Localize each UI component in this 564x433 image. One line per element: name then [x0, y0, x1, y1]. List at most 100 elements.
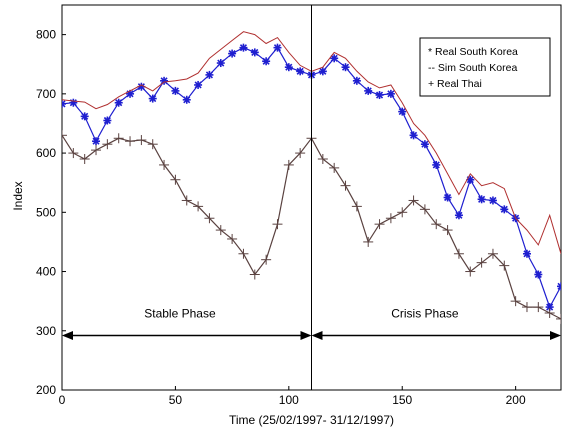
- x-tick-label: 50: [169, 393, 183, 407]
- data-point-real-south-korea: [171, 86, 180, 95]
- data-point-real-thai: [62, 130, 67, 141]
- data-point-real-south-korea: [398, 107, 407, 116]
- data-point-real-south-korea: [296, 67, 305, 76]
- x-tick-label: 0: [59, 393, 66, 407]
- y-tick-label: 300: [36, 324, 56, 338]
- y-axis-label: Index: [11, 181, 25, 210]
- data-point-real-south-korea: [318, 67, 327, 76]
- data-point-real-thai: [204, 213, 215, 224]
- data-point-real-thai: [340, 180, 351, 191]
- data-point-real-south-korea: [341, 63, 350, 72]
- data-point-real-thai: [521, 302, 532, 313]
- data-point-real-thai: [487, 248, 498, 259]
- data-point-real-thai: [227, 233, 238, 244]
- data-point-real-south-korea: [92, 137, 101, 146]
- data-point-real-thai: [136, 135, 147, 146]
- data-point-real-thai: [363, 236, 374, 247]
- data-point-real-south-korea: [534, 270, 543, 279]
- data-point-real-thai: [442, 225, 453, 236]
- x-axis-label: Time (25/02/1997- 31/12/1997): [229, 413, 394, 427]
- annotation-layer: Stable Phase Crisis Phase: [62, 5, 561, 390]
- legend: * Real South Korea -- Sim South Korea + …: [419, 37, 551, 97]
- data-point-real-south-korea: [262, 57, 271, 66]
- y-tick-label: 200: [36, 383, 56, 397]
- data-point-real-thai: [261, 254, 272, 265]
- data-point-real-thai: [159, 159, 170, 170]
- data-point-real-thai: [125, 136, 136, 147]
- data-point-real-south-korea: [420, 140, 429, 149]
- phase-arrow-stable: [62, 331, 312, 341]
- data-point-real-thai: [68, 148, 79, 159]
- data-point-real-thai: [317, 154, 328, 164]
- phase-arrow-crisis: [311, 331, 561, 341]
- data-point-real-south-korea: [454, 211, 463, 220]
- data-point-real-south-korea: [284, 63, 293, 72]
- data-point-real-thai: [465, 266, 476, 277]
- crisis-phase-label: Crisis Phase: [391, 307, 459, 321]
- data-point-real-thai: [419, 204, 430, 215]
- data-point-real-south-korea: [386, 89, 395, 98]
- data-point-real-south-korea: [194, 80, 203, 89]
- data-point-real-south-korea: [80, 112, 89, 121]
- data-point-real-south-korea: [488, 196, 497, 205]
- legend-box: [419, 37, 551, 97]
- axis-ticks: 0 50 100 150 200 200 300 400 500 600 700 800: [36, 28, 526, 407]
- data-point-real-south-korea: [239, 43, 248, 52]
- data-point-real-thai: [453, 248, 464, 259]
- data-point-real-thai: [79, 154, 90, 164]
- x-tick-label: 150: [392, 393, 412, 407]
- x-tick-label: 100: [279, 393, 299, 407]
- data-point-real-thai: [329, 162, 340, 173]
- y-tick-label: 600: [36, 146, 56, 160]
- data-point-real-south-korea: [330, 54, 339, 63]
- data-point-real-thai: [295, 148, 306, 159]
- data-point-real-thai: [351, 201, 362, 212]
- data-point-real-thai: [385, 213, 396, 224]
- data-point-real-south-korea: [557, 282, 561, 291]
- data-point-real-thai: [499, 260, 510, 271]
- legend-entry-real-thai: + Real Thai: [428, 78, 482, 90]
- data-point-real-south-korea: [160, 76, 169, 85]
- data-point-real-thai: [374, 219, 385, 230]
- data-point-real-south-korea: [466, 175, 475, 184]
- data-point-real-thai: [147, 139, 158, 150]
- data-point-real-thai: [544, 308, 555, 318]
- data-point-real-south-korea: [250, 48, 259, 57]
- data-point-real-thai: [215, 225, 226, 236]
- stable-phase-label: Stable Phase: [144, 307, 216, 321]
- data-point-real-south-korea: [205, 70, 214, 79]
- data-point-real-south-korea: [500, 205, 509, 214]
- data-point-real-thai: [170, 174, 181, 185]
- data-point-real-south-korea: [375, 91, 384, 100]
- data-point-real-thai: [238, 248, 249, 259]
- data-point-real-thai: [91, 145, 102, 156]
- y-tick-label: 800: [36, 28, 56, 42]
- data-point-real-thai: [283, 159, 294, 170]
- data-point-real-thai: [476, 257, 487, 268]
- legend-entry-sim-south-korea: -- Sim South Korea: [428, 62, 517, 74]
- y-tick-label: 500: [36, 205, 56, 219]
- data-point-real-south-korea: [182, 95, 191, 104]
- data-point-real-south-korea: [216, 59, 225, 68]
- data-point-real-thai: [533, 302, 544, 313]
- data-point-real-south-korea: [114, 98, 123, 107]
- data-point-real-south-korea: [522, 249, 531, 258]
- data-point-real-thai: [272, 219, 283, 230]
- data-point-real-south-korea: [364, 86, 373, 95]
- data-point-real-south-korea: [432, 160, 441, 169]
- x-tick-label: 200: [506, 393, 526, 407]
- data-point-real-thai: [408, 195, 419, 206]
- data-point-real-thai: [193, 201, 204, 212]
- data-point-real-south-korea: [228, 49, 237, 58]
- data-point-real-south-korea: [443, 193, 452, 202]
- data-point-real-thai: [431, 219, 442, 230]
- data-point-real-south-korea: [477, 195, 486, 204]
- data-point-real-thai: [113, 133, 124, 144]
- data-point-real-south-korea: [352, 76, 361, 85]
- y-tick-label: 700: [36, 87, 56, 101]
- legend-entry-real-south-korea: * Real South Korea: [428, 46, 518, 58]
- data-point-real-south-korea: [148, 94, 157, 103]
- data-point-real-south-korea: [62, 99, 66, 108]
- data-point-real-thai: [102, 139, 113, 150]
